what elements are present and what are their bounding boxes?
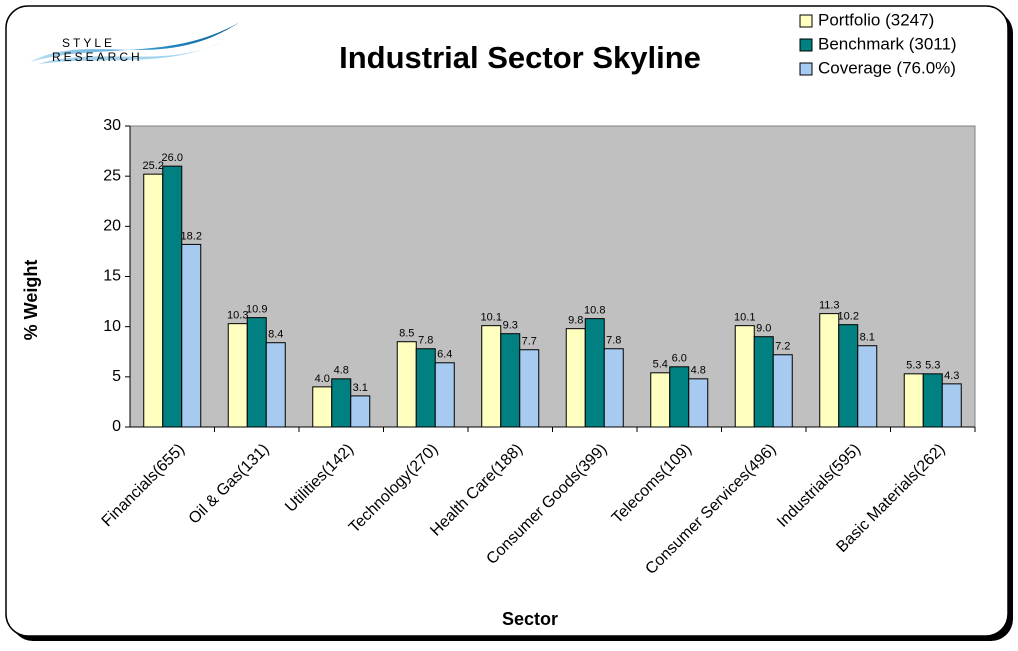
- bar: [669, 366, 690, 428]
- value-label: 9.3: [503, 320, 518, 332]
- value-label: 25.2: [143, 160, 164, 172]
- bar: [519, 349, 540, 428]
- bar: [650, 372, 671, 428]
- value-label: 9.8: [568, 315, 583, 327]
- value-label: 7.8: [418, 335, 433, 347]
- value-label: 5.3: [925, 360, 940, 372]
- y-tick-label: 15: [103, 268, 121, 285]
- value-label: 10.9: [246, 304, 267, 316]
- logo-text: RESEARCH: [52, 50, 143, 64]
- value-label: 7.8: [606, 335, 621, 347]
- bar: [434, 362, 455, 428]
- bar: [162, 165, 183, 428]
- bar: [857, 345, 878, 428]
- bar: [143, 173, 164, 428]
- legend-label: Coverage (76.0%): [818, 58, 956, 77]
- value-label: 10.8: [584, 305, 605, 317]
- value-label: 11.3: [819, 300, 840, 312]
- bar: [312, 386, 333, 428]
- value-label: 5.3: [906, 360, 921, 372]
- bar: [903, 373, 924, 428]
- value-label: 18.2: [181, 230, 202, 242]
- value-label: 4.8: [691, 365, 706, 377]
- bar: [819, 313, 840, 428]
- bar: [350, 395, 371, 428]
- bar: [734, 325, 755, 428]
- bar: [181, 243, 202, 428]
- bar: [481, 325, 502, 428]
- bar: [331, 378, 352, 428]
- bar: [922, 373, 943, 428]
- value-label: 4.0: [315, 373, 330, 385]
- value-label: 10.1: [481, 312, 502, 324]
- bar: [246, 317, 267, 428]
- y-tick-label: 20: [103, 218, 121, 235]
- logo-text: STYLE: [62, 36, 115, 50]
- bar: [565, 328, 586, 428]
- value-label: 10.3: [227, 310, 248, 322]
- bar: [396, 341, 417, 428]
- value-label: 8.1: [860, 332, 875, 344]
- value-label: 7.2: [775, 341, 790, 353]
- value-label: 9.0: [756, 323, 771, 335]
- y-tick-label: 30: [103, 117, 121, 134]
- value-label: 8.5: [399, 328, 414, 340]
- value-label: 10.1: [734, 312, 755, 324]
- y-tick-label: 25: [103, 167, 121, 184]
- value-label: 4.3: [944, 370, 959, 382]
- value-label: 3.1: [353, 382, 368, 394]
- y-tick-label: 5: [112, 368, 121, 385]
- chart-title: Industrial Sector Skyline: [339, 40, 701, 75]
- bar: [603, 348, 624, 428]
- y-tick-label: 0: [112, 418, 121, 435]
- value-label: 4.8: [334, 365, 349, 377]
- bar: [688, 378, 709, 428]
- bar: [941, 383, 962, 428]
- value-label: 8.4: [268, 329, 283, 341]
- logo-swoosh: [38, 38, 230, 64]
- bar: [838, 324, 859, 428]
- value-label: 26.0: [162, 152, 183, 164]
- x-axis-title: Sector: [502, 609, 558, 629]
- legend-swatch: [799, 38, 813, 52]
- bar: [500, 333, 521, 428]
- legend-swatch: [799, 14, 813, 28]
- logo-swoosh: [30, 22, 240, 62]
- value-label: 10.2: [838, 311, 859, 323]
- y-tick-label: 10: [103, 318, 121, 335]
- bar: [415, 348, 436, 428]
- value-label: 7.7: [522, 336, 537, 348]
- bar: [753, 336, 774, 428]
- legend-swatch: [799, 62, 813, 76]
- y-axis-title: % Weight: [21, 260, 41, 341]
- bar: [772, 354, 793, 428]
- bar: [584, 318, 605, 428]
- value-label: 6.0: [672, 353, 687, 365]
- value-label: 6.4: [437, 349, 452, 361]
- bar: [227, 323, 248, 428]
- value-label: 5.4: [653, 359, 668, 371]
- legend-label: Benchmark (3011): [818, 34, 957, 53]
- bar: [265, 342, 286, 428]
- legend-label: Portfolio (3247): [818, 10, 934, 29]
